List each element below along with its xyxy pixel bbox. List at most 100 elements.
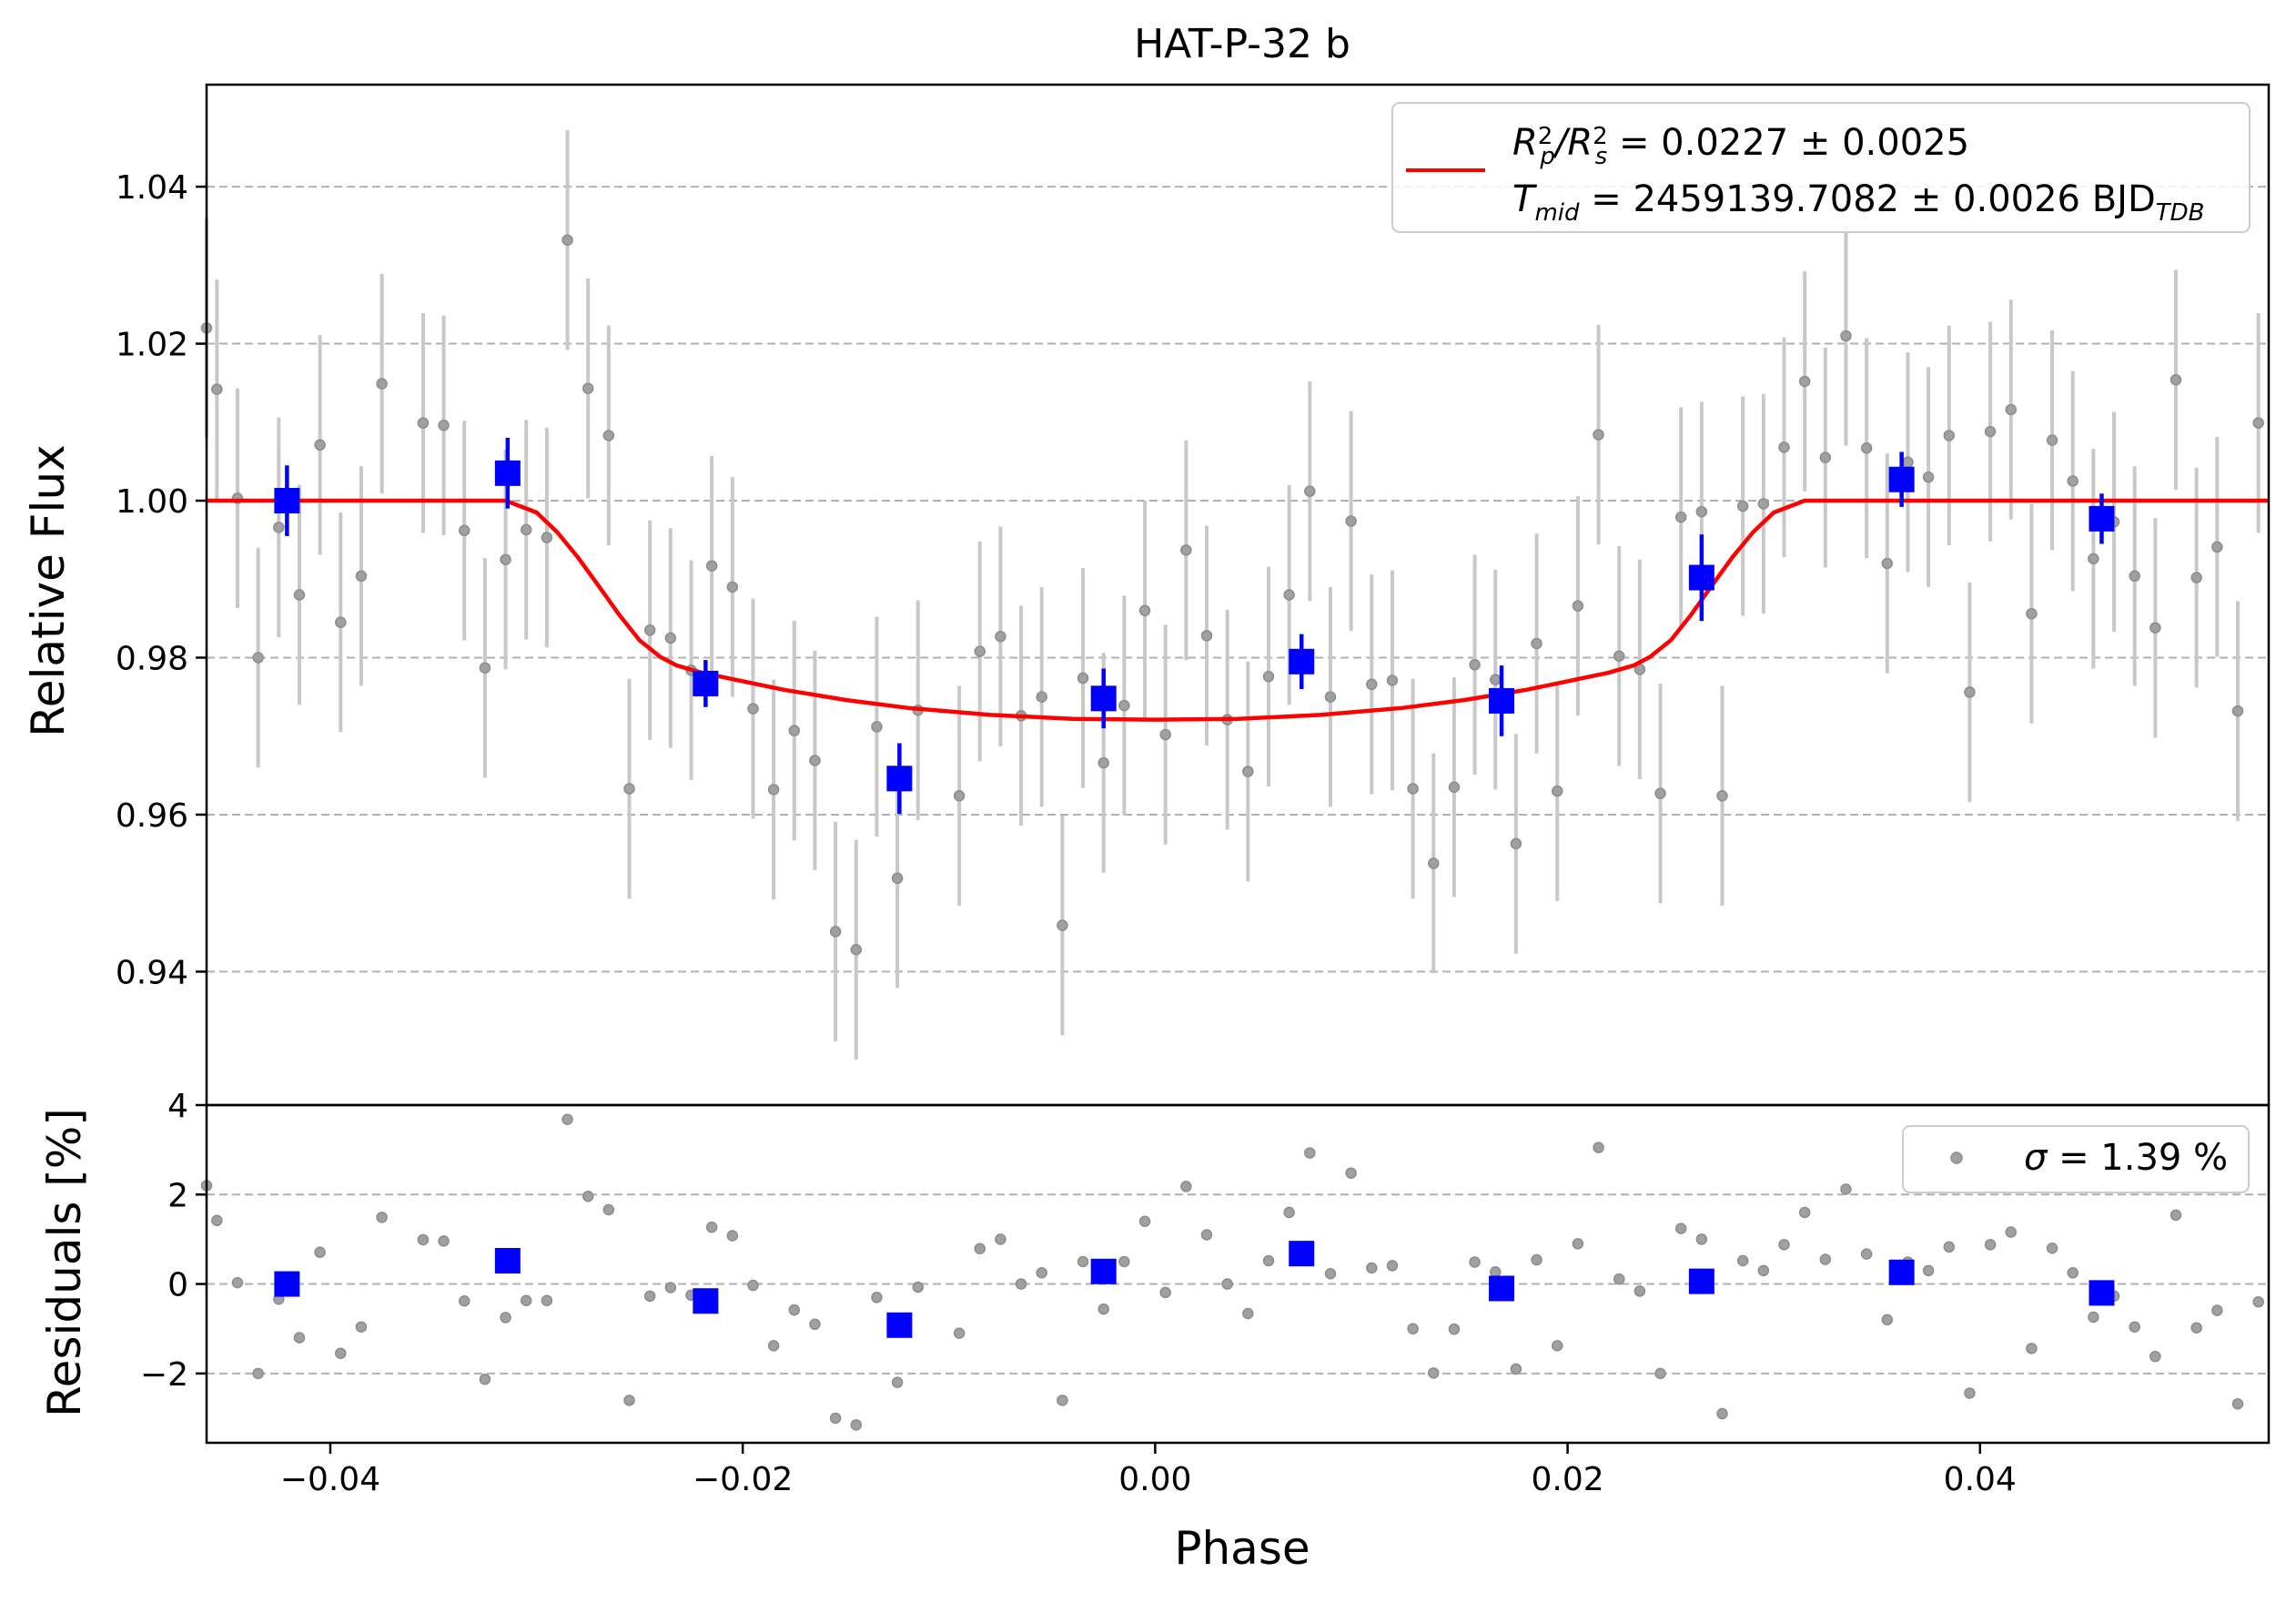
flux-point [726, 581, 739, 594]
flux-point [1324, 691, 1337, 703]
flux-point [1593, 429, 1604, 441]
x-tick-label: 0.00 [1118, 1461, 1191, 1498]
residual-point [1943, 1241, 1956, 1253]
residual-point [2005, 1226, 2017, 1238]
residual-point [2211, 1304, 2223, 1316]
residual-binned-point [1888, 1259, 1915, 1285]
residual-point [809, 1318, 821, 1331]
residual-point [211, 1214, 223, 1227]
residual-point [995, 1233, 1006, 1245]
flux-point [891, 872, 904, 885]
flux-point [500, 553, 511, 565]
flux-point [974, 645, 986, 657]
residual-point [1324, 1268, 1337, 1280]
flux-point [1922, 471, 1935, 483]
flux-binned-point [1888, 466, 1915, 492]
residual-point [1881, 1314, 1894, 1326]
residual-point [417, 1233, 430, 1246]
residual-point [1654, 1367, 1666, 1380]
flux-point [1490, 674, 1502, 685]
flux-point [1097, 756, 1109, 769]
residual-point [500, 1312, 511, 1324]
flux-point [2170, 373, 2182, 386]
legend-rp-sub: p [1539, 143, 1555, 170]
flux-y-tick-label: 1.04 [116, 169, 188, 207]
flux-point [1077, 672, 1089, 685]
residual-binned-point [1489, 1275, 1515, 1302]
flux-y-tick-label: 0.98 [116, 640, 188, 677]
flux-point [871, 721, 883, 733]
flux-binned-point [2089, 505, 2115, 532]
residual-point [891, 1376, 904, 1388]
flux-point [1036, 691, 1047, 703]
residual-point [1572, 1238, 1584, 1250]
residual-point [1964, 1387, 1976, 1399]
flux-point [1138, 604, 1151, 616]
residual-point [747, 1279, 759, 1292]
flux-point [1840, 330, 1852, 342]
residual-point [1386, 1260, 1399, 1272]
flux-point [479, 662, 491, 674]
residual-point [293, 1332, 306, 1344]
flux-point [1531, 637, 1542, 650]
residual-point [1242, 1307, 1254, 1320]
flux-point [1386, 675, 1399, 686]
residual-point [561, 1113, 573, 1125]
flux-point [809, 755, 821, 766]
flux-point [459, 524, 470, 537]
residual-point [1778, 1239, 1790, 1251]
residual-point [974, 1243, 986, 1254]
residual-point [1283, 1206, 1295, 1219]
residual-point [438, 1235, 450, 1247]
flux-point [1118, 699, 1130, 712]
flux-binned-point [886, 766, 913, 792]
flux-point [850, 944, 863, 956]
flux-binned-point [1289, 648, 1315, 675]
flux-legend-tmid-text: Tmid = 2459139.7082 ± 0.0026 BJDTDB [1512, 178, 2205, 227]
residuals-y-tick-label: 4 [167, 1088, 188, 1125]
residual-point [1036, 1267, 1047, 1279]
residual-point [2046, 1242, 2058, 1254]
flux-binned-point [1489, 687, 1515, 714]
flux-y-tick-label: 0.96 [116, 797, 188, 835]
flux-point [1283, 589, 1295, 601]
residual-point [1798, 1206, 1811, 1219]
flux-binned-point [693, 670, 719, 696]
flux-point [788, 725, 801, 736]
flux-point [1407, 783, 1419, 795]
residual-point [953, 1327, 966, 1339]
legend-rs-symbol: /R [1553, 122, 1593, 164]
residual-point [1221, 1278, 1233, 1290]
flux-y-tick-label: 1.00 [116, 483, 188, 521]
flux-point [335, 616, 347, 628]
flux-y-axis-label: Relative Flux [22, 444, 75, 736]
flux-y-tick-label: 1.02 [116, 327, 188, 364]
residuals-legend: σ = 1.39 % [1902, 1125, 2250, 1193]
flux-binned-point [1090, 685, 1117, 712]
residuals-legend-text: σ = 1.39 % [2024, 1137, 2228, 1179]
flux-point [541, 532, 553, 543]
residual-point [2067, 1267, 2079, 1279]
flux-point [293, 589, 306, 601]
residual-point [2026, 1343, 2038, 1354]
residual-binned-point [1090, 1258, 1117, 1284]
residual-point [726, 1230, 739, 1242]
residual-point [1860, 1248, 1873, 1260]
flux-binned-point [1688, 564, 1714, 591]
flux-binned-point [494, 460, 521, 486]
flux-point [2129, 570, 2140, 583]
residual-point [459, 1294, 470, 1307]
sigma-symbol: σ [2024, 1137, 2048, 1179]
flux-point [1757, 498, 1770, 510]
legend-depth-value: = 0.0227 ± 0.0025 [1607, 122, 1969, 164]
residual-point [705, 1221, 718, 1233]
flux-legend: R2 p/R2 s = 0.0227 ± 0.0025 Tmid = 2459139… [1391, 102, 2250, 233]
residual-point [664, 1282, 677, 1294]
flux-point [1902, 456, 1914, 469]
flux-point [2149, 622, 2161, 634]
residual-point [520, 1294, 532, 1306]
flux-point [623, 783, 635, 795]
flux-point [2211, 541, 2223, 553]
flux-point [2067, 475, 2079, 487]
